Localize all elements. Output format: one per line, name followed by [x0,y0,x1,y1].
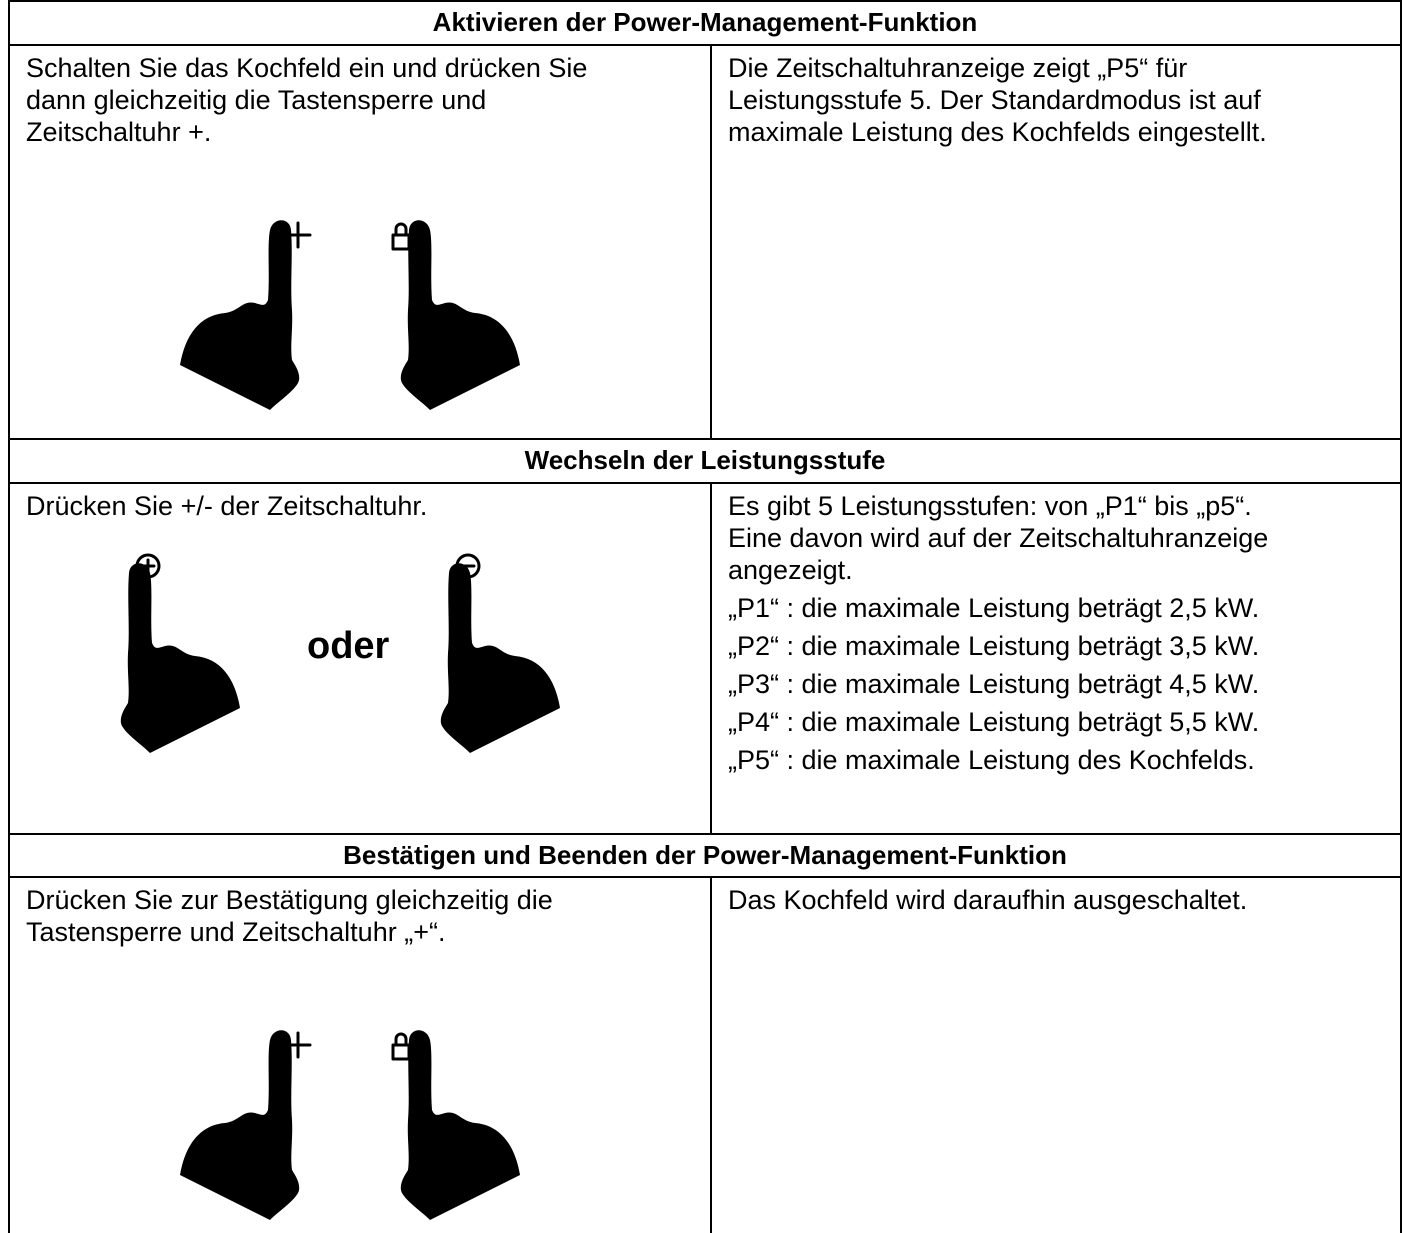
text-line: Zeitschaltuhr +. [26,117,212,147]
section-title: Aktivieren der Power-Management-Funktion [8,0,1402,44]
text-line: Es gibt 5 Leistungsstufen: von „P1“ bis … [728,491,1252,521]
right-cell: Es gibt 5 Leistungsstufen: von „P1“ bis … [710,482,1402,833]
text-line: Eine davon wird auf der Zeitschaltuhranz… [728,523,1269,553]
hand-icon [400,220,520,410]
level-line: „P2“ : die maximale Leistung beträgt 3,5… [728,631,1260,661]
hand-icon [180,1030,300,1220]
text-line: Leistungsstufe 5. Der Standardmodus ist … [728,85,1261,115]
text-line: maximale Leistung des Kochfelds eingeste… [728,117,1267,147]
hand-icon [400,1030,520,1220]
minus-button-icon [455,553,481,579]
level-line: „P3“ : die maximale Leistung beträgt 4,5… [728,669,1260,699]
hand-icon [120,563,240,753]
left-cell: Drücken Sie zur Bestätigung gleichzeitig… [8,876,711,1233]
lock-icon [394,222,408,237]
lock-icon [391,233,411,251]
hands-figure [180,220,520,410]
text-line: Die Zeitschaltuhranzeige zeigt „P5“ für [728,53,1188,83]
plus-button-icon [140,558,156,574]
left-cell: Schalten Sie das Kochfeld ein und drücke… [8,44,711,438]
level-line: „P5“ : die maximale Leistung des Kochfel… [728,745,1255,775]
section-title: Bestätigen und Beenden der Power-Managem… [8,833,1402,876]
lock-icon [394,1032,408,1047]
level-line: „P1“ : die maximale Leistung beträgt 2,5… [728,593,1260,623]
hands-figure [180,1030,520,1220]
right-cell: Das Kochfeld wird daraufhin ausgeschalte… [710,876,1402,1233]
text-line: Drücken Sie zur Bestätigung gleichzeitig… [26,885,553,915]
text-line: Das Kochfeld wird daraufhin ausgeschalte… [728,885,1248,915]
hand-icon [440,563,560,753]
hand-icon [180,220,300,410]
plus-button-icon [135,553,161,579]
right-cell: Die Zeitschaltuhranzeige zeigt „P5“ für … [710,44,1402,438]
buttons-figure [120,553,560,753]
figure-label: oder [307,625,390,667]
level-line: „P4“ : die maximale Leistung beträgt 5,5… [728,707,1260,737]
lock-icon [391,1043,411,1061]
text-line: Schalten Sie das Kochfeld ein und drücke… [26,53,588,83]
text-line: angezeigt. [728,555,853,585]
text-line: Drücken Sie +/- der Zeitschaltuhr. [26,491,428,521]
text-line: dann gleichzeitig die Tastensperre und [26,85,487,115]
text-line: Tastensperre und Zeitschaltuhr „+“. [26,917,446,947]
left-cell: Drücken Sie +/- der Zeitschaltuhr. [8,482,711,833]
section-title: Wechseln der Leistungsstufe [8,438,1402,482]
